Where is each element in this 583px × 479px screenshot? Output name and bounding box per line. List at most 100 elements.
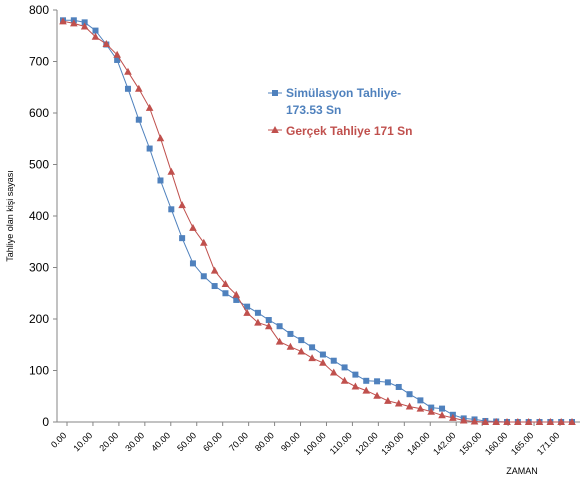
data-point [503, 418, 511, 425]
data-point [428, 404, 435, 411]
data-point [135, 84, 143, 92]
y-tick-label: 200 [29, 312, 49, 326]
data-point [568, 418, 576, 425]
data-point [395, 383, 402, 390]
data-point [145, 103, 154, 111]
data-point [156, 134, 165, 142]
data-point [470, 417, 479, 425]
data-point [275, 337, 284, 345]
data-point [189, 223, 197, 231]
x-tick-label: 110.00 [328, 430, 354, 456]
data-point [124, 67, 132, 75]
data-point [535, 418, 544, 425]
y-tick-label: 0 [42, 415, 49, 429]
data-point [373, 391, 381, 399]
x-tick-label: 20.00 [97, 430, 120, 453]
data-point [514, 418, 522, 425]
x-tick-label: 30.00 [123, 430, 146, 453]
legend-item-2: Gerçek Tahliye 171 Sn [268, 124, 413, 138]
data-point [114, 56, 121, 63]
x-axis-ticks: 0.00 10.00 20.00 30.00 40.00 50.00 60.00 70.00 8… [49, 422, 561, 457]
data-point [363, 377, 370, 384]
data-point [221, 279, 230, 287]
x-tick-label: 165.00 [509, 430, 536, 457]
data-point [319, 351, 326, 358]
legend-marker [272, 90, 278, 96]
y-axis-ticks: 0 100 200 300 400 500 600 700 800 [29, 3, 57, 429]
data-point [135, 116, 142, 123]
x-tick-label: 150.00 [457, 430, 484, 457]
data-point [113, 50, 121, 58]
data-point [189, 260, 196, 267]
data-point [329, 368, 338, 376]
data-point [254, 309, 261, 316]
data-point [374, 378, 381, 385]
data-point [439, 405, 446, 412]
data-point [59, 17, 67, 25]
data-point [168, 206, 175, 213]
y-tick-label: 500 [29, 158, 49, 172]
data-point [81, 19, 88, 26]
series-line [62, 20, 572, 423]
data-point [405, 402, 414, 410]
legend-label: Gerçek Tahliye 171 Sn [286, 124, 413, 138]
data-point [80, 22, 89, 30]
data-point [92, 27, 99, 34]
data-point [319, 358, 327, 366]
x-tick-label: 0.00 [49, 430, 68, 449]
y-tick-label: 700 [29, 55, 49, 69]
x-tick-label: 140.00 [405, 430, 432, 457]
data-point [124, 85, 131, 92]
y-tick-label: 800 [29, 3, 49, 17]
series-1 [60, 17, 575, 425]
data-point [524, 418, 533, 425]
x-tick-label: 80.00 [253, 430, 276, 453]
x-tick-label: 10.00 [71, 430, 94, 453]
x-tick-label: 60.00 [201, 430, 224, 453]
y-axis-label: Tahliye olan kişi sayası [5, 170, 15, 262]
data-point [244, 303, 251, 310]
y-tick-label: 100 [29, 364, 49, 378]
data-point [362, 386, 371, 394]
data-point [427, 407, 436, 415]
data-point [298, 337, 305, 344]
series-line [63, 19, 572, 423]
data-point [232, 290, 241, 298]
data-point [222, 290, 229, 297]
data-point [210, 266, 219, 274]
data-point [449, 413, 457, 421]
legend-marker [271, 126, 279, 133]
data-point [406, 391, 413, 398]
data-point [102, 39, 111, 47]
data-point [254, 318, 262, 326]
data-point [384, 396, 392, 404]
x-tick-label: 142.00 [431, 430, 458, 457]
data-point [384, 379, 391, 386]
data-point [265, 317, 272, 324]
data-point [416, 404, 425, 412]
data-point [351, 382, 360, 390]
data-point [309, 344, 316, 351]
data-point [157, 177, 164, 184]
x-tick-label: 40.00 [149, 430, 172, 453]
data-point [211, 283, 218, 290]
legend-item-1: Simülasyon Tahliye-173.53 Sn [268, 86, 401, 117]
data-point [243, 308, 251, 316]
data-point [200, 273, 207, 280]
data-point [167, 167, 176, 175]
data-point [341, 364, 348, 371]
axes [56, 10, 580, 423]
y-tick-label: 300 [29, 261, 49, 275]
x-tick-label: 50.00 [175, 430, 198, 453]
data-point [557, 418, 565, 425]
data-point [179, 235, 186, 242]
y-tick-label: 400 [29, 209, 49, 223]
x-axis-label: ZAMAN [506, 466, 538, 476]
legend-label: Simülasyon Tahliye-173.53 Sn [286, 86, 401, 117]
data-point [264, 322, 273, 330]
data-point [146, 145, 153, 152]
data-point [286, 342, 295, 350]
x-tick-label: 90.00 [279, 430, 302, 453]
series-2 [59, 17, 576, 425]
